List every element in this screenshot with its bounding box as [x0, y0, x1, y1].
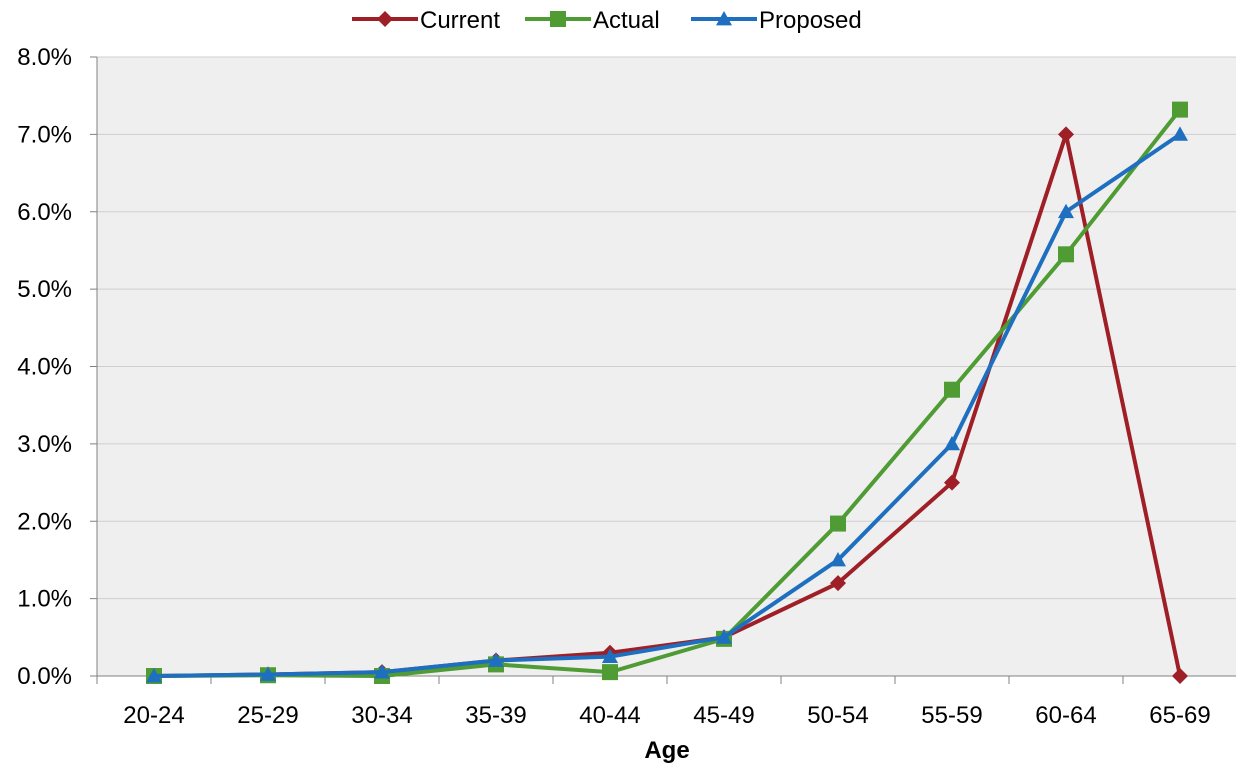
- y-tick-label: 7.0%: [17, 121, 72, 148]
- series-line-proposed: [153, 132, 1182, 678]
- y-tick-label: 3.0%: [17, 431, 72, 458]
- x-tick-label: 40-44: [579, 702, 640, 729]
- legend-swatch-marker: [377, 11, 393, 27]
- data-point-proposed: [602, 648, 618, 664]
- y-tick-label: 1.0%: [17, 586, 72, 613]
- data-point-current: [1172, 668, 1188, 684]
- y-tick-label: 5.0%: [17, 276, 72, 303]
- data-point-actual: [830, 515, 846, 532]
- legend-swatch-marker: [716, 11, 732, 26]
- legend-item-actual: Actual: [525, 7, 660, 34]
- series-line-actual: [153, 108, 1182, 678]
- x-tick-label: 60-64: [1035, 702, 1096, 729]
- x-tick-label: 50-54: [807, 702, 868, 729]
- legend-label: Actual: [593, 7, 660, 34]
- x-tick-label: 20-24: [123, 702, 184, 729]
- data-point-proposed: [830, 551, 846, 567]
- x-tick-label: 35-39: [465, 702, 526, 729]
- x-tick-label: 25-29: [237, 702, 298, 729]
- x-tick-label: 30-34: [351, 702, 412, 729]
- x-tick-label: 45-49: [693, 702, 754, 729]
- legend: Current Actual Proposed: [352, 7, 862, 34]
- data-point-proposed: [716, 629, 732, 644]
- data-point-proposed: [374, 664, 390, 679]
- legend-label: Proposed: [759, 7, 862, 34]
- series-layer: [146, 101, 1188, 684]
- data-point-proposed: [260, 666, 276, 681]
- legend-swatch-marker: [550, 11, 566, 27]
- legend-label: Current: [420, 7, 500, 34]
- data-point-actual: [944, 381, 960, 398]
- y-tick-label: 8.0%: [17, 44, 72, 71]
- grid-lines: [97, 56, 1236, 600]
- y-tick-label: 4.0%: [17, 354, 72, 381]
- x-tick-label: 65-69: [1149, 702, 1210, 729]
- data-point-current: [830, 575, 846, 592]
- legend-item-proposed: Proposed: [691, 7, 862, 34]
- legend-item-current: Current: [352, 7, 500, 34]
- y-tick-label: 6.0%: [17, 199, 72, 226]
- data-point-proposed: [488, 652, 504, 667]
- tick-labels: 0.0% 1.0% 2.0% 3.0% 4.0% 5.0% 6.0% 7.0% 8.0% 20-2…: [17, 44, 1210, 729]
- y-tick-label: 2.0%: [17, 508, 72, 535]
- data-point-actual: [1058, 246, 1074, 263]
- x-axis-title: Age: [644, 737, 689, 764]
- data-point-proposed: [1172, 126, 1188, 141]
- data-point-actual: [602, 664, 618, 681]
- data-point-proposed: [1058, 203, 1074, 219]
- y-tick-label: 0.0%: [17, 663, 72, 690]
- data-point-actual: [1172, 101, 1188, 118]
- x-tick-label: 55-59: [921, 702, 982, 729]
- data-point-proposed: [944, 435, 960, 451]
- data-point-proposed: [146, 668, 162, 683]
- data-point-current: [1058, 126, 1074, 143]
- series-proposed: [146, 126, 1188, 683]
- data-point-current: [944, 474, 960, 491]
